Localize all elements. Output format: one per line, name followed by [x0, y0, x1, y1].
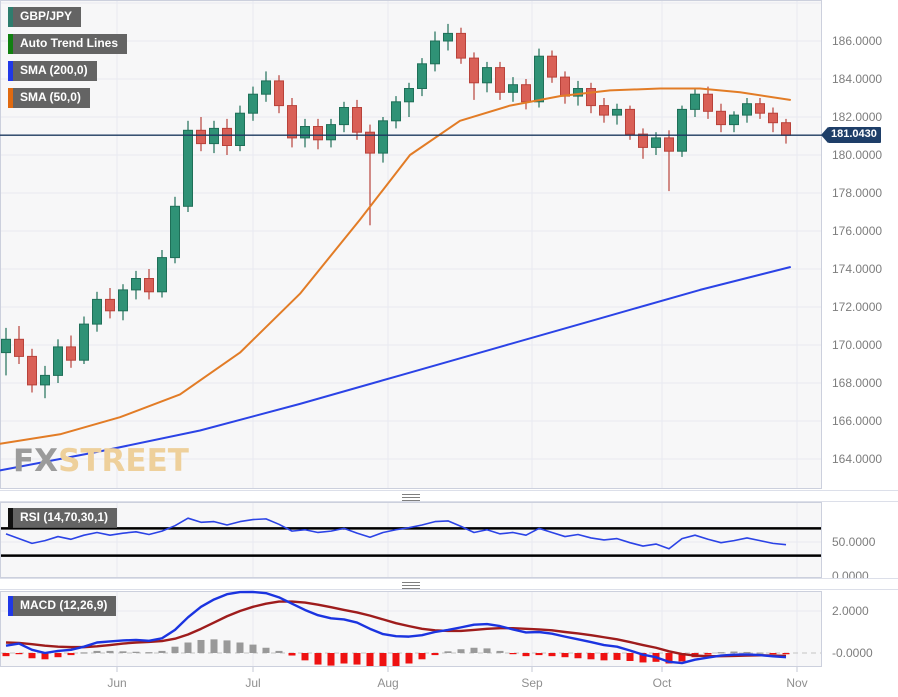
indicator-badge-trendlines[interactable]: Auto Trend Lines [8, 34, 128, 54]
price-tick-label: 176.0000 [832, 224, 883, 238]
panel-resize-divider-rsi[interactable] [0, 490, 898, 502]
price-tag-arrow-icon [821, 127, 828, 143]
sma50-label: SMA (50,0) [20, 90, 81, 104]
macd-tick-label: -0.0000 [832, 646, 873, 660]
rsi-tick-label: 50.0000 [832, 535, 876, 549]
chart-canvas[interactable] [0, 0, 822, 697]
price-tick-label: 166.0000 [832, 414, 883, 428]
month-label-jul: Jul [245, 676, 261, 690]
indicator-badge-symbol[interactable]: GBP/JPY [8, 7, 82, 27]
current-price-value: 181.0430 [828, 127, 881, 143]
indicator-badge-sma200[interactable]: SMA (200,0) [8, 61, 97, 81]
drag-handle-icon [402, 581, 420, 583]
price-tick-label: 186.0000 [832, 34, 883, 48]
price-tick-label: 172.0000 [832, 300, 883, 314]
watermark-street: STREET [58, 443, 189, 479]
rsi-label: RSI (14,70,30,1) [20, 510, 109, 524]
panel-resize-divider-macd[interactable] [0, 578, 898, 590]
price-tick-label: 178.0000 [832, 186, 883, 200]
price-tick-label: 174.0000 [832, 262, 883, 276]
price-tick-label: 180.0000 [832, 148, 883, 162]
indicator-badge-sma50[interactable]: SMA (50,0) [8, 88, 90, 108]
price-tick-label: 182.0000 [832, 110, 883, 124]
month-label-nov: Nov [786, 676, 808, 690]
price-tick-label: 170.0000 [832, 338, 883, 352]
drag-handle-icon [402, 493, 420, 495]
fxstreet-watermark: FXSTREET [13, 443, 189, 479]
indicator-badge-rsi[interactable]: RSI (14,70,30,1) [8, 508, 118, 528]
price-tick-label: 164.0000 [832, 452, 883, 466]
price-tick-label: 168.0000 [832, 376, 883, 390]
month-label-aug: Aug [377, 676, 399, 690]
macd-label: MACD (12,26,9) [20, 598, 108, 612]
watermark-fx: FX [13, 443, 59, 479]
current-price-tag: 181.0430 [821, 127, 881, 143]
macd-tick-label: 2.0000 [832, 604, 869, 618]
trendlines-label: Auto Trend Lines [20, 36, 119, 50]
sma200-label: SMA (200,0) [20, 63, 88, 77]
price-tick-label: 184.0000 [832, 72, 883, 86]
month-label-jun: Jun [107, 676, 127, 690]
indicator-badge-macd[interactable]: MACD (12,26,9) [8, 596, 117, 616]
month-label-oct: Oct [652, 676, 672, 690]
month-label-sep: Sep [521, 676, 543, 690]
symbol-label: GBP/JPY [20, 9, 73, 23]
